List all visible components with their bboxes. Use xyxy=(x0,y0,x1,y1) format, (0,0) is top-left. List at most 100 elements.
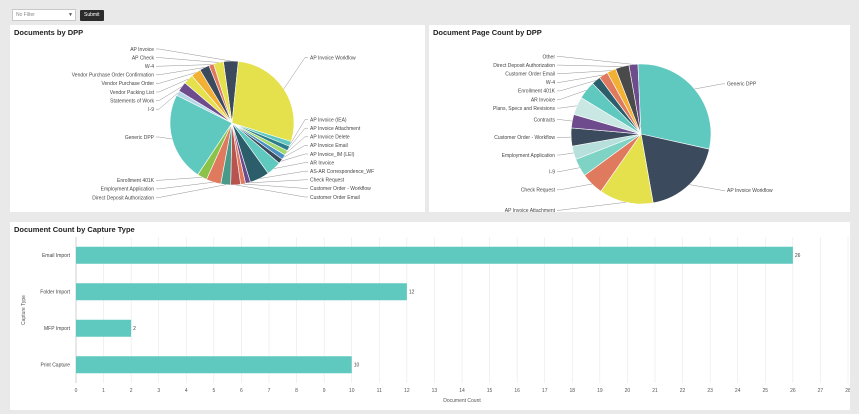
pie-label-leader xyxy=(156,48,231,62)
x-tick-label: 22 xyxy=(680,388,686,394)
pie-label-leader xyxy=(156,182,214,190)
pie-slice-label: AP Invoice Workflow xyxy=(727,188,773,194)
pie-label-leader xyxy=(243,183,308,189)
bar-value-label: 12 xyxy=(409,290,415,296)
pie-label-leader xyxy=(557,119,573,122)
pie-slice-label: Customer Order Email xyxy=(310,195,360,201)
pie-label-leader xyxy=(156,67,205,75)
pie-slice-label: Customer Order - Workflow xyxy=(310,186,371,192)
pie-slice-label: AP Invoice xyxy=(130,47,154,53)
pie-label-leader xyxy=(283,57,308,90)
x-tick-label: 24 xyxy=(735,388,741,394)
x-tick-label: 4 xyxy=(185,388,188,394)
pie-label-leader xyxy=(689,184,725,191)
page-count-by-dpp-panel: Document Page Count by DPP Generic DPP AP… xyxy=(429,25,850,212)
pie-label-leader xyxy=(557,202,626,211)
pie-label-leader xyxy=(156,86,182,101)
y-tick-label: Folder Import xyxy=(40,290,70,296)
pie-slice-label: Check Request xyxy=(521,188,556,194)
x-tick-label: 8 xyxy=(295,388,298,394)
x-tick-label: 17 xyxy=(542,388,548,394)
pie-slice-label: Vendor Packing List xyxy=(110,90,155,96)
pie-label-leader xyxy=(286,136,308,154)
pie-label-leader xyxy=(557,105,577,109)
pie-slice-label: AP Invoice Attachment xyxy=(505,208,556,212)
x-tick-label: 0 xyxy=(75,388,78,394)
pie-label-leader xyxy=(557,74,604,83)
pie-slice-label: Check Request xyxy=(310,178,345,184)
pie-slice-label: Enrollment 401K xyxy=(518,89,556,95)
pie-slice-label: Other xyxy=(542,54,555,60)
pie-label-leader xyxy=(283,145,308,158)
x-tick-label: 14 xyxy=(459,388,465,394)
pie-label-leader xyxy=(156,57,219,63)
x-axis-label: Document Count xyxy=(443,398,481,404)
x-tick-label: 2 xyxy=(130,388,133,394)
bar[interactable] xyxy=(76,283,407,301)
pie-label-leader xyxy=(557,70,612,74)
bar[interactable] xyxy=(76,246,793,264)
x-tick-label: 13 xyxy=(432,388,438,394)
pie-slice-label: Customer Order Email xyxy=(505,71,555,77)
capture-type-title: Document Count by Capture Type xyxy=(14,225,135,234)
pie-slice[interactable] xyxy=(637,63,712,150)
bar[interactable] xyxy=(76,356,352,374)
pie-label-leader xyxy=(557,56,634,65)
pie-label-leader xyxy=(694,83,725,90)
x-tick-label: 21 xyxy=(652,388,658,394)
pie-slice-label: Statements of Work xyxy=(110,98,154,104)
pie-slice-label: AP Invoice Email xyxy=(310,143,348,149)
pie-slice-label: AR Invoice xyxy=(531,97,555,103)
pie-label-leader xyxy=(156,72,196,84)
chevron-down-icon: ▼ xyxy=(68,12,73,18)
pie-label-leader xyxy=(156,184,226,198)
pie-slice-label: Vendor Purchase Order Confirmation xyxy=(72,73,154,79)
pie-label-leader xyxy=(156,92,178,110)
pie-slice-label: I-9 xyxy=(148,107,154,113)
submit-button[interactable]: Submit xyxy=(80,9,104,21)
pie-label-leader xyxy=(273,162,308,169)
bar-value-label: 10 xyxy=(354,363,360,369)
x-tick-label: 7 xyxy=(268,388,271,394)
x-tick-label: 11 xyxy=(377,388,382,394)
pie-slice-label: I-9 xyxy=(549,169,555,175)
documents-by-dpp-title: Documents by DPP xyxy=(14,28,84,37)
pie-slice-label: Enrollment 401K xyxy=(117,178,155,184)
pie-slice-label: AP Invoice Workflow xyxy=(310,55,356,61)
pie-slice[interactable] xyxy=(615,64,642,135)
pie-label-leader xyxy=(156,136,173,140)
pie-slice-label: Contracts xyxy=(534,117,556,123)
pie-slice-label: W-4 xyxy=(546,80,555,86)
pie-slice-label: AP Check xyxy=(132,55,155,61)
x-tick-label: 10 xyxy=(349,388,355,394)
bar-value-label: 26 xyxy=(795,253,801,259)
pie-slice-label: Employment Application xyxy=(101,187,155,193)
page-count-by-dpp-pie-chart: Generic DPP AP Invoice Workflow Other Direc… xyxy=(493,54,773,212)
pie-label-leader xyxy=(557,167,580,172)
pie-slice-label: Generic DPP xyxy=(125,135,155,141)
pie-label-leader xyxy=(288,127,308,149)
filter-select-value: No Filter xyxy=(16,12,35,18)
page-count-by-dpp-title: Document Page Count by DPP xyxy=(433,28,542,37)
x-tick-label: 19 xyxy=(597,388,603,394)
x-tick-label: 26 xyxy=(790,388,796,394)
pie-label-leader xyxy=(235,184,308,198)
pie-label-leader xyxy=(259,170,308,179)
pie-slice[interactable] xyxy=(231,60,295,142)
pie-label-leader xyxy=(557,183,593,191)
pie-label-leader xyxy=(557,64,623,67)
capture-type-bar-chart: 0 1 2 3 4 5 6 7 8 9 10 11 12 13 14 15 16 17 18 19 20 21 22 23 24… xyxy=(21,237,850,404)
pie-slice-label: AP Invoice Delete xyxy=(310,135,350,141)
filter-select[interactable]: No Filter ▼ xyxy=(12,9,76,21)
pie-label-leader xyxy=(290,119,308,145)
pie-slice-label: AP Invoice Attachment xyxy=(310,126,361,132)
bar[interactable] xyxy=(76,319,132,337)
x-tick-label: 27 xyxy=(818,388,824,394)
pie-slice-label: AP Invoice (IEA) xyxy=(310,117,347,123)
pie-label-leader xyxy=(156,64,212,67)
pie-slice-label: Customer Order - Workflow xyxy=(494,135,555,141)
pie-slice-label: W-4 xyxy=(145,64,154,70)
pie-label-leader xyxy=(557,90,587,100)
